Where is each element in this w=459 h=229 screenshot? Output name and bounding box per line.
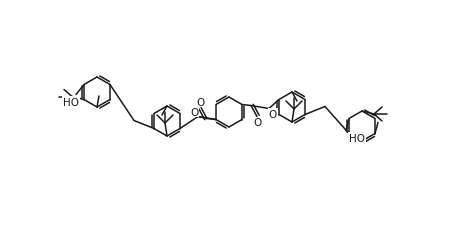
Text: O: O: [190, 107, 198, 117]
Text: O: O: [254, 118, 262, 128]
Text: HO: HO: [349, 133, 365, 143]
Text: O: O: [269, 109, 277, 119]
Text: O: O: [196, 97, 204, 107]
Text: HO: HO: [63, 97, 79, 107]
